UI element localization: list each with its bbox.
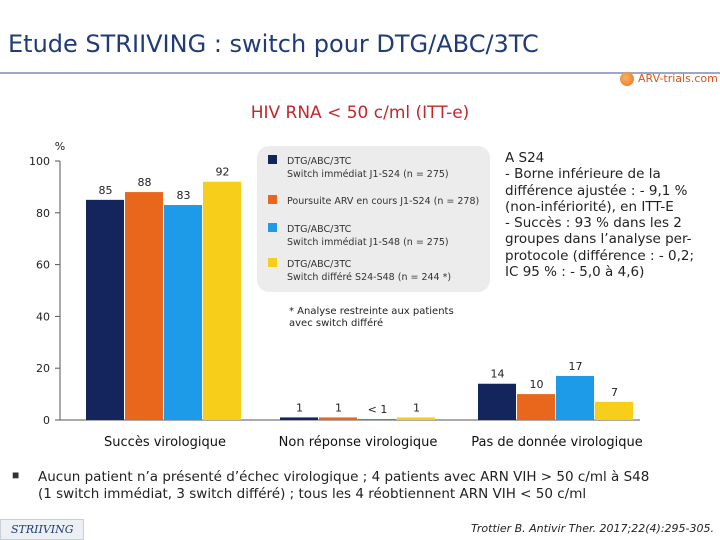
note-line: groupes dans l’analyse per- bbox=[505, 231, 692, 248]
note-line: A S24 bbox=[505, 150, 545, 166]
data-label: 1 bbox=[296, 401, 303, 414]
legend-swatch bbox=[268, 155, 277, 164]
y-tick-label: 60 bbox=[36, 259, 50, 272]
bar bbox=[280, 417, 318, 420]
bar bbox=[86, 199, 124, 420]
title-divider bbox=[0, 72, 720, 74]
y-axis-label: % bbox=[55, 140, 65, 153]
legend-label: DTG/ABC/3TC bbox=[287, 156, 352, 167]
chart-footnote: * Analyse restreinte aux patients avec s… bbox=[289, 306, 489, 330]
data-label: 1 bbox=[413, 401, 420, 414]
legend-swatch bbox=[268, 258, 277, 267]
footnote-line-2: avec switch différé bbox=[289, 318, 384, 329]
y-tick-label: 20 bbox=[36, 362, 50, 375]
bullet-icon: ■ bbox=[12, 468, 20, 482]
data-label: < 1 bbox=[368, 403, 388, 416]
bar bbox=[358, 418, 396, 420]
bar bbox=[595, 401, 633, 420]
bar bbox=[164, 205, 202, 420]
y-tick-label: 0 bbox=[43, 414, 50, 427]
legend-label: Switch immédiat J1-S24 (n = 275) bbox=[287, 169, 449, 180]
chart-title: HIV RNA < 50 c/ml (ITT-e) bbox=[250, 103, 470, 123]
legend-label: Switch immédiat J1-S48 (n = 275) bbox=[287, 237, 449, 248]
bar bbox=[397, 417, 435, 420]
data-label: 88 bbox=[138, 176, 152, 189]
y-tick-label: 100 bbox=[29, 155, 50, 168]
note-line: - Borne inférieure de la bbox=[505, 166, 661, 183]
s24-note: A S24 - Borne inférieure de la différenc… bbox=[505, 150, 715, 280]
data-label: 14 bbox=[491, 368, 505, 381]
footnote-line-1: * Analyse restreinte aux patients bbox=[289, 306, 454, 317]
data-label: 17 bbox=[569, 360, 583, 373]
legend-swatch bbox=[268, 195, 277, 204]
summary-text: Aucun patient n’a présenté d’échec virol… bbox=[38, 469, 708, 503]
note-line: différence ajustée : - 9,1 % bbox=[505, 182, 688, 199]
legend-label: Poursuite ARV en cours J1-S24 (n = 278) bbox=[287, 196, 479, 207]
data-label: 83 bbox=[177, 189, 191, 202]
category-label: Pas de donnée virologique bbox=[471, 435, 643, 450]
data-label: 7 bbox=[611, 386, 618, 399]
study-tag: STRIIVING bbox=[0, 519, 84, 540]
logo-mark-icon bbox=[620, 72, 634, 86]
bar bbox=[125, 192, 163, 420]
legend-box bbox=[257, 146, 490, 292]
arv-trials-logo: ARV-trials.com bbox=[620, 70, 718, 88]
y-tick-label: 40 bbox=[36, 310, 50, 323]
bar bbox=[478, 383, 516, 420]
bar bbox=[203, 181, 241, 420]
logo-text: ARV-trials.com bbox=[638, 72, 718, 85]
bar bbox=[556, 375, 594, 420]
category-label: Succès virologique bbox=[104, 435, 226, 450]
data-label: 1 bbox=[335, 401, 342, 414]
note-line: IC 95 % : - 5,0 à 4,6) bbox=[505, 264, 645, 281]
data-label: 10 bbox=[530, 378, 544, 391]
note-line: (non-infériorité), en ITT-E bbox=[505, 198, 674, 215]
slide-title: Etude STRIIVING : switch pour DTG/ABC/3T… bbox=[8, 30, 539, 58]
citation: Trottier B. Antivir Ther. 2017;22(4):295… bbox=[471, 522, 714, 535]
summary-line-2: (1 switch immédiat, 3 switch différé) ; … bbox=[38, 486, 587, 502]
bar bbox=[319, 417, 357, 420]
y-tick-label: 80 bbox=[36, 207, 50, 220]
legend-label: DTG/ABC/3TC bbox=[287, 224, 352, 235]
data-label: 92 bbox=[216, 166, 230, 179]
note-line: protocole (différence : - 0,2; bbox=[505, 247, 695, 264]
category-label: Non réponse virologique bbox=[279, 435, 438, 450]
legend-label: DTG/ABC/3TC bbox=[287, 259, 352, 270]
legend-swatch bbox=[268, 223, 277, 232]
note-line: - Succès : 93 % dans les 2 bbox=[505, 215, 682, 232]
summary-line-1: Aucun patient n’a présenté d’échec virol… bbox=[38, 469, 650, 485]
bar bbox=[517, 394, 555, 420]
study-tag-label: STRIIVING bbox=[11, 523, 74, 536]
legend-label: Switch différé S24-S48 (n = 244 *) bbox=[287, 272, 451, 283]
data-label: 85 bbox=[99, 184, 113, 197]
